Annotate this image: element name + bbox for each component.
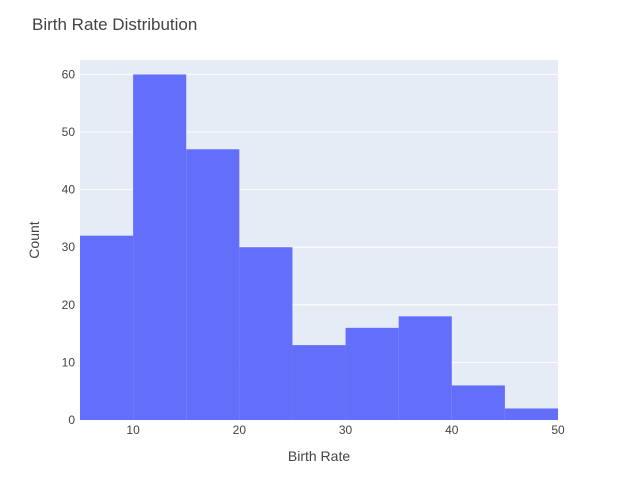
y-tick-label-20: 20 — [62, 298, 76, 312]
x-tick-label-30: 30 — [339, 423, 353, 437]
x-tick-label-50: 50 — [551, 423, 565, 437]
y-tick-label-10: 10 — [62, 355, 76, 369]
x-axis-label: Birth Rate — [288, 448, 350, 464]
y-tick-label-60: 60 — [62, 67, 76, 81]
x-tick-label-40: 40 — [445, 423, 459, 437]
x-tick-label-10: 10 — [126, 423, 140, 437]
histogram-bar-0 — [80, 235, 134, 420]
y-tick-label-30: 30 — [62, 240, 76, 254]
y-tick-label-40: 40 — [62, 183, 76, 197]
y-tick-label-0: 0 — [68, 413, 75, 427]
bars — [80, 74, 558, 421]
histogram-bar-8 — [504, 408, 558, 420]
histogram-bar-7 — [451, 385, 505, 420]
y-tick-label-50: 50 — [62, 125, 76, 139]
histogram-bar-6 — [398, 316, 452, 420]
histogram-bar-1 — [133, 74, 187, 421]
chart-title: Birth Rate Distribution — [32, 15, 197, 34]
histogram-bar-4 — [292, 345, 346, 420]
histogram-bar-3 — [239, 247, 293, 420]
y-axis-ticks: 0 10 20 30 40 50 60 — [62, 67, 76, 427]
x-tick-label-20: 20 — [233, 423, 247, 437]
y-axis-label: Count — [26, 221, 42, 258]
x-axis-ticks: 10 20 30 40 50 — [126, 423, 565, 437]
histogram-bar-5 — [345, 327, 399, 420]
histogram-bar-2 — [186, 149, 240, 420]
